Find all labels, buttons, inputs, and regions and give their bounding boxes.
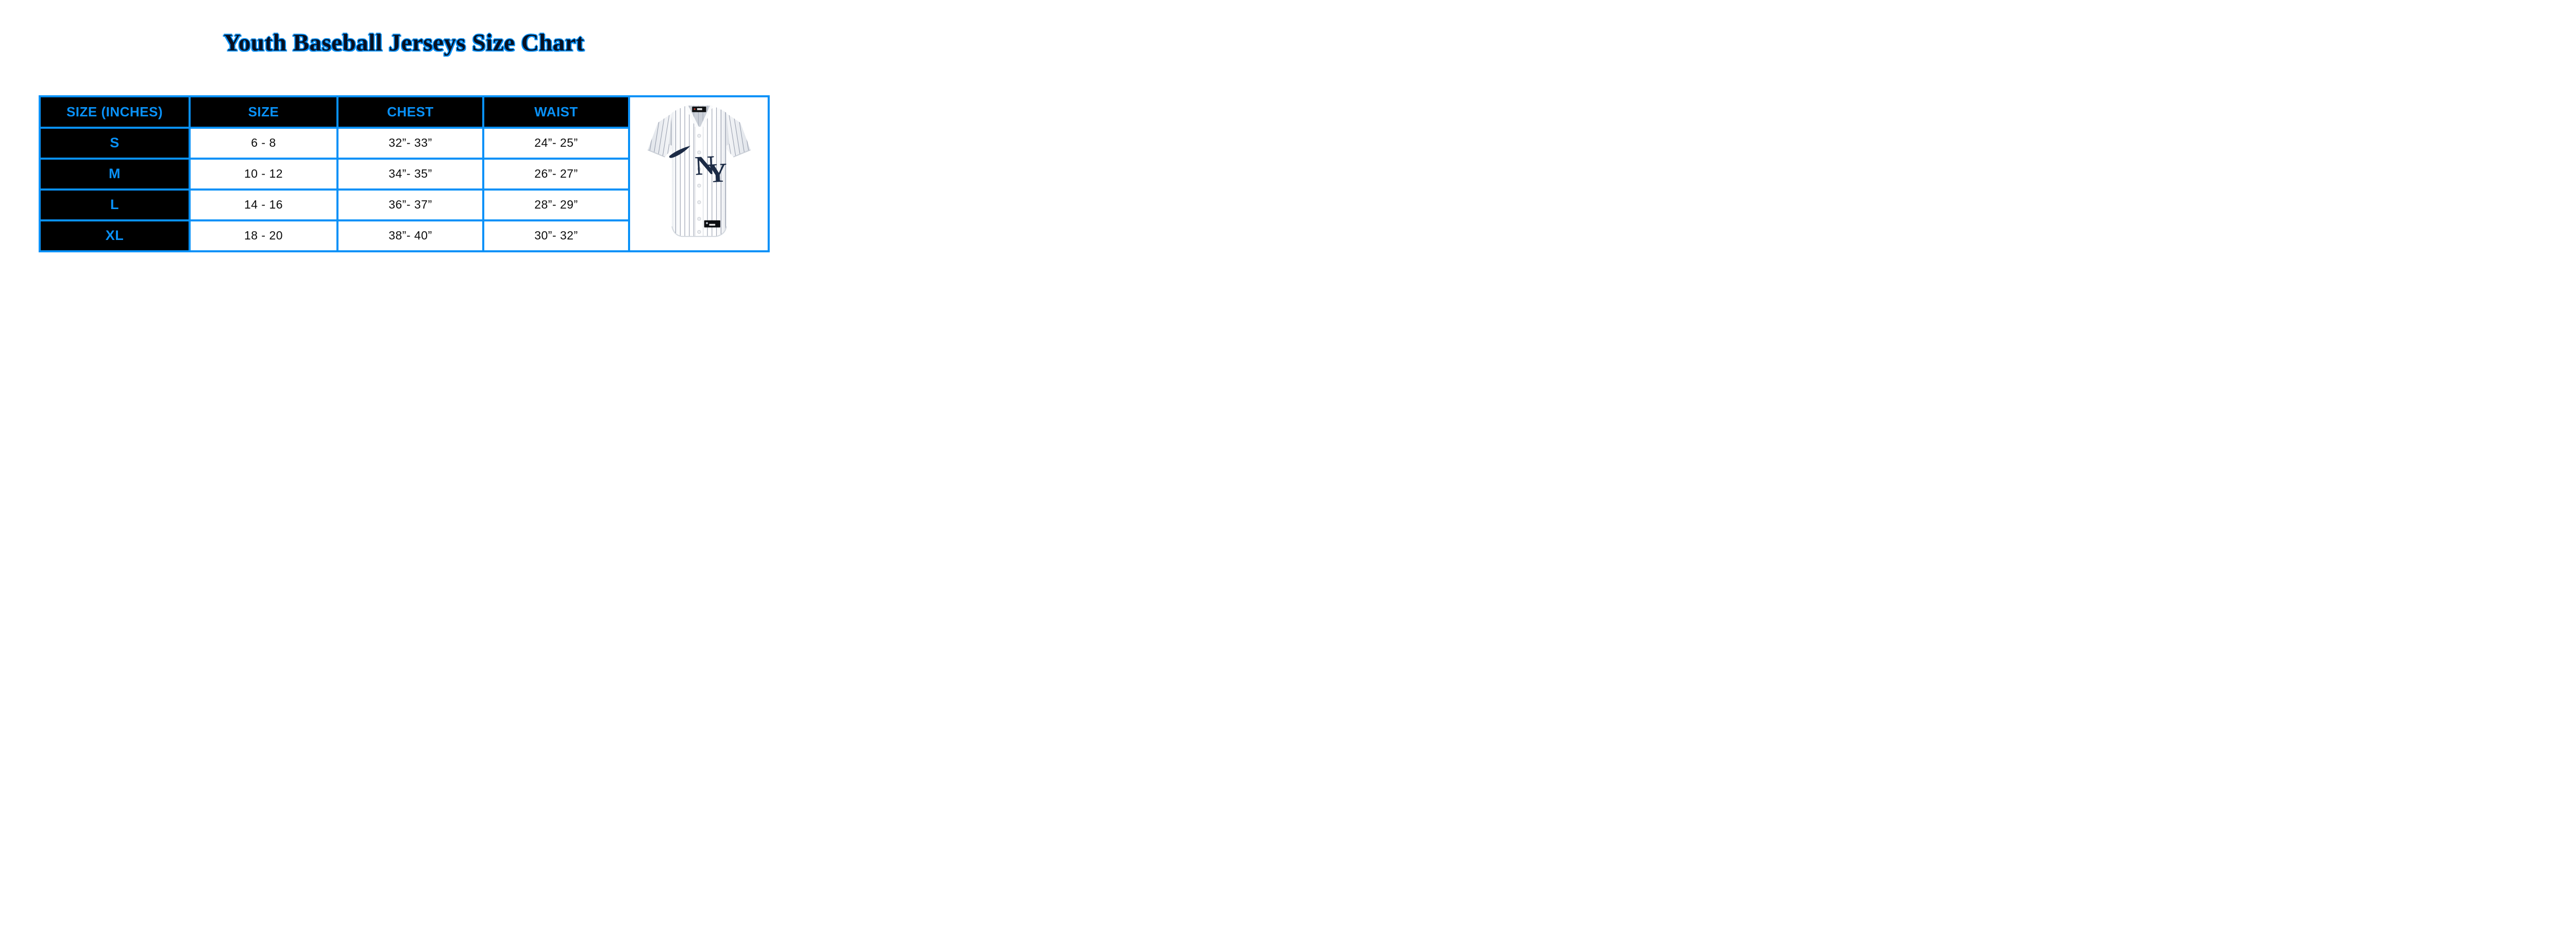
size-label-cell: XL [39,219,191,252]
waist-cell: 30”- 32” [482,219,630,252]
size-range-cell: 6 - 8 [189,126,338,160]
size-chart: SIZE (INCHES) SIZE CHEST WAIST [39,95,808,252]
waist-cell: 28”- 29” [482,188,630,221]
chest-cell: 32”- 33” [336,126,484,160]
chest-cell: 34”- 35” [336,157,484,191]
nike-swoosh-icon [669,146,690,158]
table-row-m: M 10 - 12 34”- 35” 26”- 27” [39,157,769,191]
jersey-buttons [697,134,701,234]
chest-cell: 38”- 40” [336,219,484,252]
table-row-l: L 14 - 16 36”- 37” 28”- 29” [39,188,769,221]
size-label-cell: L [39,188,191,221]
chest-cell: 36”- 37” [336,188,484,221]
jock-tag [704,220,720,228]
jersey-right-sleeve [725,113,751,158]
jersey-collar [685,105,713,131]
table-row-s: S 6 - 8 32”- 33” 24”- 25” [39,126,769,160]
header-row: SIZE (INCHES) SIZE CHEST WAIST [39,95,770,252]
col-header-size: SIZE [189,95,338,129]
waist-cell: 24”- 25” [482,126,630,160]
page: Youth Baseball Jerseys Size Chart SIZE (… [0,0,808,291]
size-label-cell: M [39,157,191,191]
ny-logo-n: N [694,150,715,181]
waist-cell: 26”- 27” [482,157,630,191]
col-header-waist: WAIST [482,95,630,129]
size-chart-table: SIZE (INCHES) SIZE CHEST WAIST [39,95,770,252]
jersey-image: N Y [647,105,751,237]
jersey-left-sleeve [647,113,673,158]
col-header-chest: CHEST [336,95,484,129]
size-range-cell: 18 - 20 [189,219,338,252]
col-header-size-inches: SIZE (INCHES) [39,95,191,129]
jersey-hem [671,226,727,237]
jersey-image-cell: N Y [628,95,770,252]
jersey-placket [694,127,704,237]
ny-logo-y: Y [706,158,727,189]
size-range-cell: 10 - 12 [189,157,338,191]
ny-logo: N Y [694,150,727,189]
size-label-cell: S [39,126,191,160]
page-title: Youth Baseball Jerseys Size Chart [223,29,585,56]
table-row-xl: XL 18 - 20 38”- 40” 30”- 32” [39,219,769,252]
size-range-cell: 14 - 16 [189,188,338,221]
